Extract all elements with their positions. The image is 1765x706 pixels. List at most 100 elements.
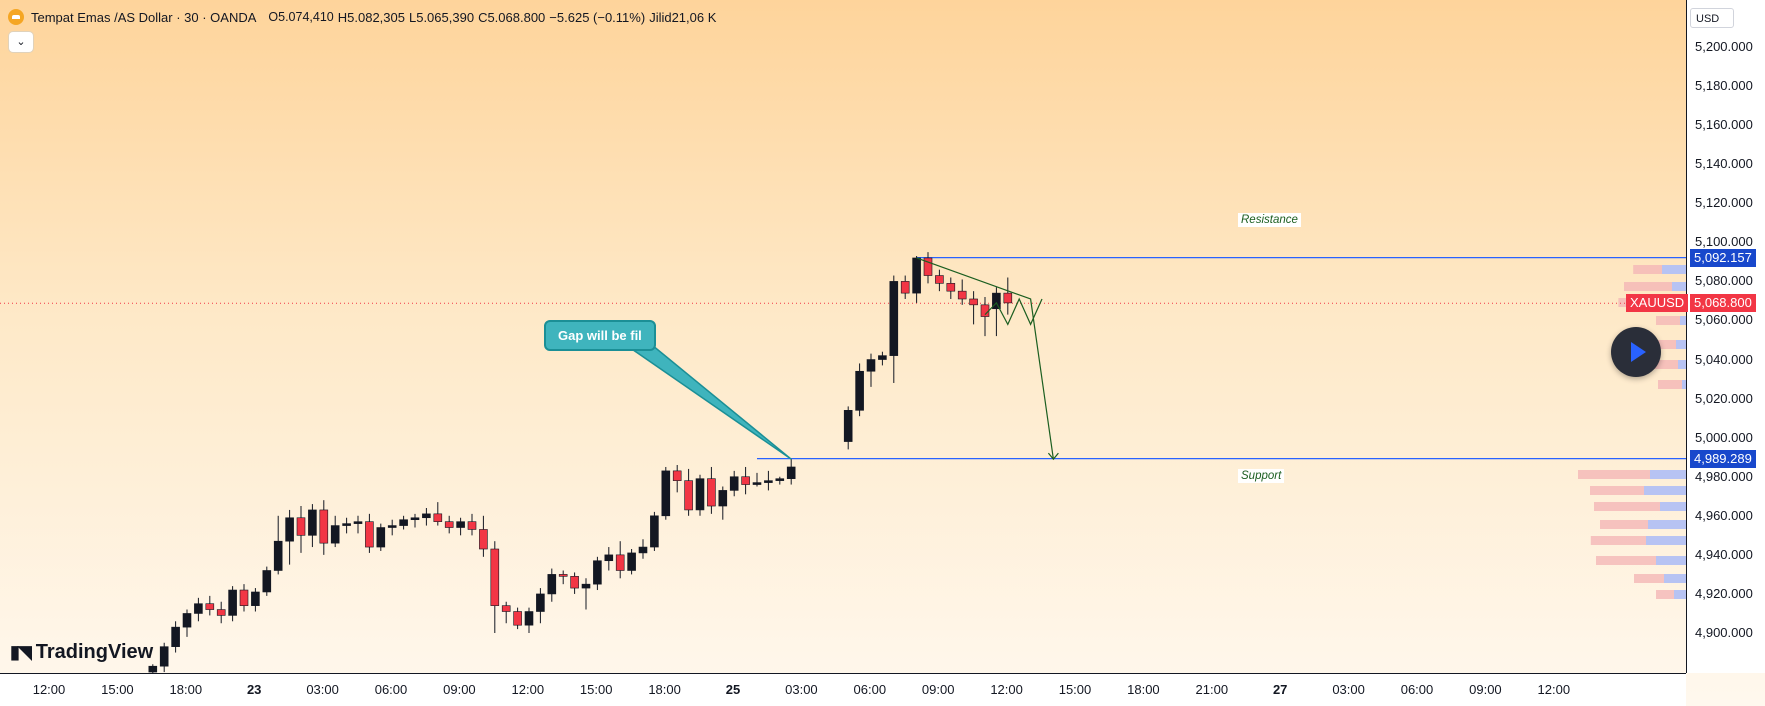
- volume-bar-red: [1594, 502, 1660, 511]
- time-tick-label: 03:00: [306, 682, 339, 697]
- candle: [604, 547, 614, 571]
- candle-body: [581, 583, 591, 589]
- open-value: O5.074,410: [268, 10, 334, 24]
- symbol-price-label: XAUUSD: [1626, 294, 1689, 313]
- candle: [308, 504, 317, 548]
- candle: [570, 572, 579, 594]
- currency-button[interactable]: USD: [1690, 8, 1734, 28]
- candle-body: [228, 589, 237, 616]
- candle: [855, 363, 864, 417]
- close-value: C5.068.800: [478, 9, 546, 25]
- symbol-name[interactable]: Tempat Emas /AS Dollar · 30 · OANDA: [31, 9, 257, 25]
- candle-body: [456, 521, 465, 528]
- candle: [935, 269, 944, 292]
- candle-body: [159, 646, 169, 667]
- candle: [547, 568, 557, 602]
- time-tick-label: 09:00: [921, 682, 955, 697]
- candle: [228, 586, 237, 622]
- candle-body: [194, 603, 203, 614]
- candle: [353, 515, 363, 534]
- resistance-label[interactable]: Resistance: [1238, 213, 1301, 227]
- candle-body: [843, 410, 853, 442]
- candle: [764, 470, 773, 491]
- candle: [456, 517, 465, 536]
- time-tick-label: 12:00: [990, 682, 1023, 697]
- price-axis[interactable]: 5,200.000 5,180.000 5,160.000 5,140.000 5,12…: [1686, 0, 1765, 673]
- price-tick-label: 5,000.000: [1695, 429, 1753, 445]
- candle-body: [479, 529, 488, 550]
- time-tick-label: 03:00: [785, 682, 818, 697]
- collapse-legend-button[interactable]: ⌄: [9, 32, 33, 52]
- candle: [866, 353, 876, 387]
- candle-body: [638, 546, 648, 554]
- volume-bar-red: [1590, 536, 1646, 545]
- candle: [593, 556, 602, 591]
- candle-body: [296, 517, 306, 536]
- volume-bar-red: [1656, 316, 1680, 325]
- candle-body: [855, 370, 864, 411]
- candle: [467, 513, 477, 536]
- candle-body: [729, 476, 739, 491]
- time-tick-label: 18:00: [169, 682, 203, 697]
- candle-body: [786, 466, 796, 479]
- candle-body: [615, 554, 625, 571]
- candle-body: [536, 593, 545, 612]
- candle: [1003, 277, 1013, 315]
- candle: [752, 472, 762, 487]
- time-tick-label: 25: [725, 682, 741, 697]
- chart-plot[interactable]: [0, 0, 1686, 673]
- candle: [729, 470, 739, 497]
- candle-body: [900, 281, 910, 294]
- candle-body: [570, 576, 579, 589]
- candle: [878, 351, 887, 366]
- candle-body: [353, 521, 363, 524]
- change-value: −5.625 (−0.11%): [549, 9, 646, 25]
- candle: [900, 275, 910, 299]
- candle: [536, 588, 545, 624]
- volume-value: Jilid21,06 K: [649, 9, 717, 25]
- candle: [957, 279, 967, 305]
- candle-body: [1003, 292, 1013, 304]
- volume-bar-blue: [1656, 556, 1686, 565]
- volume-bar-blue: [1644, 486, 1686, 495]
- volume-bar-blue: [1678, 360, 1686, 369]
- candle: [387, 519, 397, 536]
- candle-body: [376, 527, 386, 548]
- candle-body: [330, 525, 340, 544]
- time-axis[interactable]: 12:00 15:00 18:00 23 03:00 06:00 09:00 12:00 15:…: [0, 673, 1686, 706]
- candle: [216, 601, 226, 624]
- candle-body: [684, 480, 693, 511]
- price-tick-label: 5,020.000: [1695, 390, 1753, 406]
- play-replay-button[interactable]: [1611, 327, 1661, 377]
- gap-callout[interactable]: Gap will be fil: [544, 320, 656, 351]
- candle: [889, 275, 899, 383]
- candle-body: [866, 359, 876, 372]
- price-tick-label: 5,200.000: [1695, 39, 1753, 54]
- volume-bar-red: [1600, 520, 1648, 529]
- candle-body: [980, 304, 990, 317]
- candle-body: [707, 478, 716, 507]
- candle: [399, 515, 408, 530]
- candle: [638, 539, 648, 559]
- price-tick-label: 5,100.000: [1695, 234, 1753, 250]
- projection-zigzag: [984, 297, 1043, 326]
- candle: [969, 291, 978, 325]
- candle: [444, 515, 454, 534]
- volume-bar-blue: [1646, 536, 1686, 545]
- candle-body: [878, 355, 887, 360]
- candle-body: [433, 513, 443, 522]
- candle: [992, 287, 1001, 337]
- candle: [194, 597, 203, 622]
- support-label[interactable]: Support: [1238, 469, 1285, 483]
- volume-bar-red: [1590, 486, 1644, 495]
- candle: [581, 578, 591, 610]
- candle: [262, 566, 272, 596]
- candle-body: [319, 509, 329, 544]
- symbol-legend: Tempat Emas /AS Dollar · 30 · OANDA O5.0…: [8, 9, 716, 25]
- candle: [912, 256, 921, 303]
- price-tick-label: 4,960.000: [1695, 507, 1753, 523]
- time-tick-label: 09:00: [443, 682, 476, 697]
- volume-bar-blue: [1660, 502, 1686, 511]
- time-tick-label: 12:00: [32, 682, 66, 697]
